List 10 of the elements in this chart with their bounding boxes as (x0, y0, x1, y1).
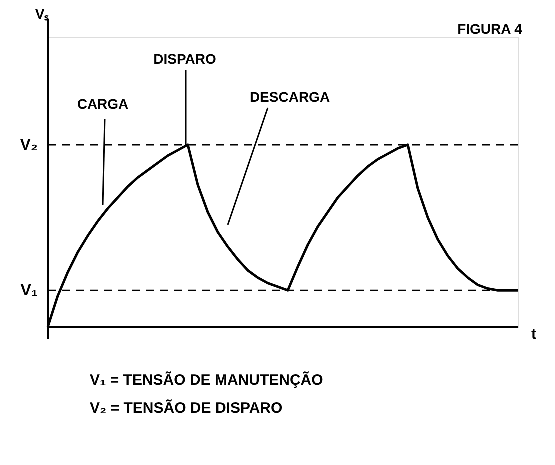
text: DESCARGA (250, 89, 330, 105)
chart-title: FIGURA 4 (458, 21, 523, 37)
text: V₂ = TENSÃO DE DISPARO (90, 399, 284, 417)
ref-line-label: V₂ (20, 136, 38, 154)
text: V₁ = TENSÃO DE MANUTENÇÃO (90, 371, 324, 389)
text: Vₛ (35, 6, 50, 22)
ref-line-label: V₁ (20, 282, 38, 300)
text: CARGA (77, 96, 129, 112)
text: DISPARO (154, 51, 216, 67)
x-axis-title: t (532, 326, 536, 343)
